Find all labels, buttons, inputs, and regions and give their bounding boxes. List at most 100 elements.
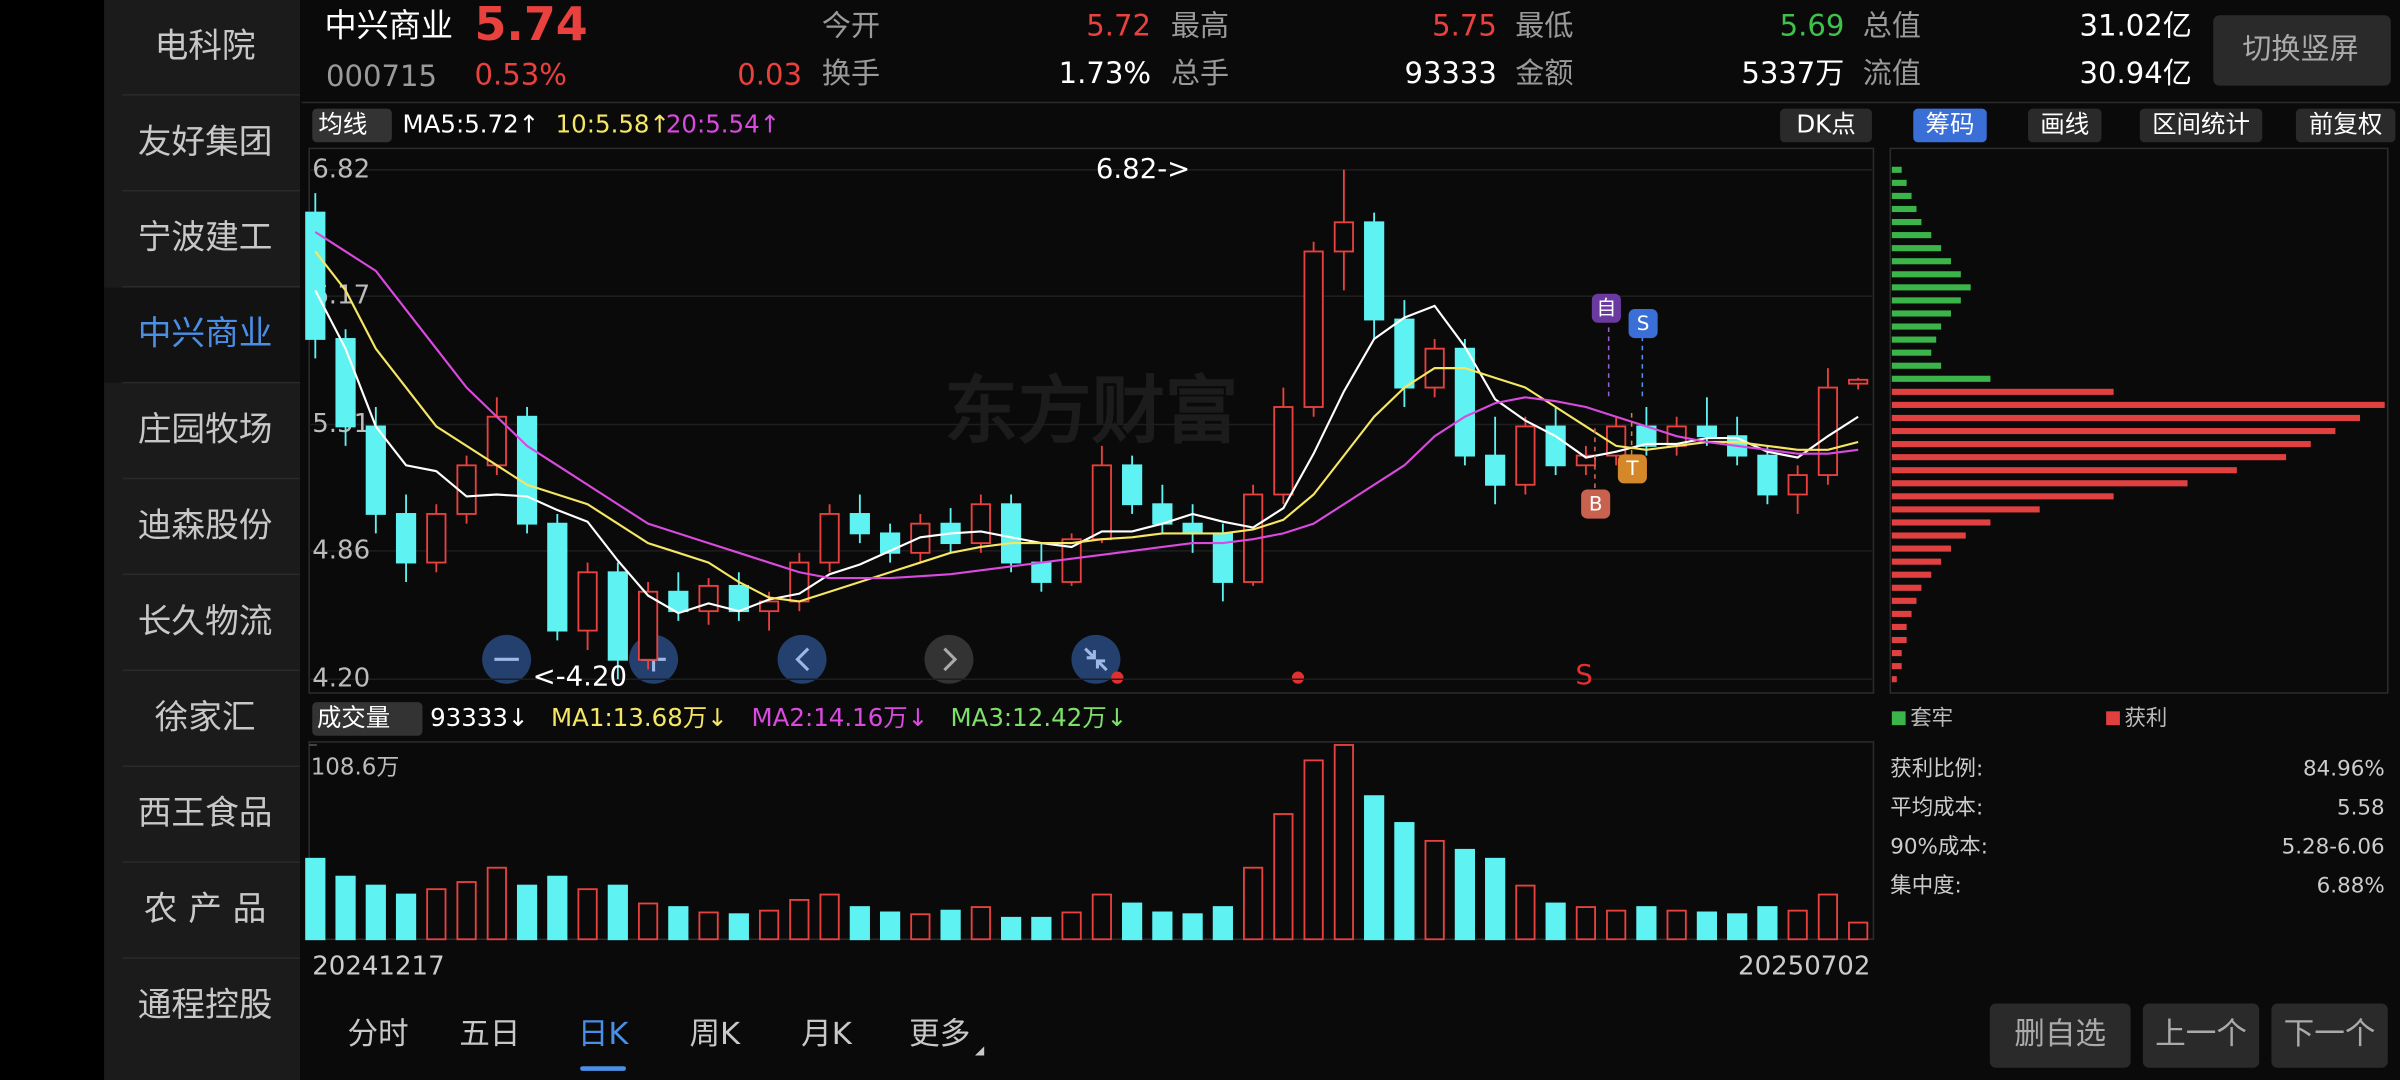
candle-body — [1333, 221, 1354, 253]
chip-bar — [1891, 454, 2287, 461]
chip-bar — [1891, 427, 2336, 435]
chip-frame — [1889, 147, 2389, 694]
volume-bar — [1061, 911, 1082, 941]
chip-bar — [1891, 388, 2114, 395]
bottom-button[interactable] — [2142, 1003, 2260, 1068]
volume-bar — [607, 884, 628, 941]
tab[interactable]: 分时 — [347, 1017, 408, 1052]
change-pct: 0.53% — [474, 57, 566, 91]
sidebar-item[interactable]: 电科院 — [155, 26, 256, 65]
candle-body — [395, 513, 417, 564]
volume-bar — [456, 881, 477, 941]
tool-button[interactable] — [1913, 108, 1987, 143]
tool-button[interactable] — [2139, 108, 2263, 143]
candle-body — [1575, 454, 1596, 467]
sidebar-item[interactable]: 迪森股份 — [138, 506, 273, 545]
stat-value: 6.88% — [2317, 873, 2385, 898]
volume-label: MA3:12.42万↓ — [951, 703, 1128, 732]
next-button[interactable] — [924, 634, 974, 684]
volume-bar — [577, 888, 598, 941]
tool-button[interactable] — [1780, 108, 1872, 143]
tool-button-label[interactable]: 区间统计 — [2152, 109, 2250, 138]
tab[interactable]: 日K — [578, 1017, 630, 1052]
volume-bar — [1757, 906, 1778, 941]
bottom-button-label[interactable]: 下一个 — [2284, 1017, 2376, 1052]
tool-button-label[interactable]: 画线 — [2040, 109, 2089, 138]
signal-badge — [1617, 454, 1647, 484]
tool-button-label[interactable]: DK点 — [1796, 109, 1855, 138]
candle-body — [849, 513, 870, 535]
candle-body — [1001, 503, 1022, 564]
tab[interactable]: 更多 — [909, 1017, 970, 1052]
field-value: 1.73% — [1059, 56, 1151, 90]
chip-bar — [1891, 271, 1961, 278]
tool-button[interactable] — [2295, 108, 2396, 143]
volume-bar — [1636, 906, 1657, 941]
volume-bar — [1001, 916, 1022, 941]
tool-button-label[interactable]: 前复权 — [2309, 109, 2382, 138]
chip-bar — [1891, 166, 1902, 173]
volume-bar — [1666, 909, 1687, 941]
chip-bar — [1891, 232, 1932, 239]
tab[interactable]: 月K — [801, 1017, 853, 1052]
field-value: 5.69 — [1780, 9, 1845, 43]
stock-code: 000715 — [326, 59, 437, 93]
sidebar-item[interactable]: 中兴商业 — [138, 314, 273, 353]
ma-button-label[interactable]: 均线 — [318, 109, 367, 138]
switch-button-label[interactable]: 切换竖屏 — [2242, 31, 2358, 65]
signal-badge — [1591, 293, 1621, 323]
tool-button[interactable] — [2028, 108, 2102, 143]
bottom-button-label[interactable]: 删自选 — [2014, 1017, 2106, 1052]
field-value: 5337万 — [1741, 56, 1844, 90]
sidebar-item[interactable]: 庄园牧场 — [138, 410, 273, 449]
bottom-button[interactable] — [2271, 1003, 2388, 1068]
bottom-button[interactable] — [1989, 1003, 2131, 1068]
ma-button[interactable] — [312, 108, 392, 143]
chip-bar — [1891, 584, 1922, 591]
candle-body — [516, 415, 538, 525]
chip-bar — [1891, 362, 1942, 369]
sidebar-item[interactable]: 宁波建工 — [138, 218, 273, 257]
collapse-button[interactable] — [1071, 634, 1121, 684]
bottom-button-label[interactable]: 上一个 — [2155, 1017, 2247, 1052]
candle-body — [728, 584, 749, 613]
volume-button[interactable] — [312, 702, 423, 736]
chip-bar — [1891, 297, 1961, 304]
sidebar-item[interactable]: 通程控股 — [138, 985, 273, 1024]
prev-button[interactable] — [777, 634, 827, 684]
low-annotation: <-4.20 — [533, 661, 627, 693]
sidebar-item[interactable]: 徐家汇 — [155, 697, 256, 736]
stat-label: 90%成本: — [1890, 834, 1988, 859]
event-dot — [1291, 671, 1305, 684]
candle-body — [1303, 250, 1324, 408]
chip-bar — [1891, 623, 1907, 631]
chip-bar — [1891, 663, 1902, 670]
legend-label: 获利 — [2124, 706, 2167, 731]
candle-body — [335, 338, 356, 428]
switch-button[interactable] — [2213, 15, 2391, 86]
volume-button-label[interactable]: 成交量 — [317, 703, 390, 732]
candle-body — [1364, 221, 1385, 321]
sidebar-item[interactable]: 友好集团 — [138, 122, 273, 161]
candle-body — [1122, 464, 1143, 506]
bottom-signal: S — [1575, 659, 1592, 691]
sidebar-item[interactable]: 农 产 品 — [144, 889, 266, 928]
chip-bar — [1891, 532, 1966, 539]
tab[interactable]: 五日 — [459, 1017, 520, 1052]
field-value: 5.72 — [1086, 9, 1151, 43]
sidebar-item[interactable]: 西王食品 — [138, 793, 273, 832]
sidebar-item[interactable]: 长久物流 — [138, 601, 273, 640]
volume-frame — [308, 741, 1875, 941]
volume-bar — [1817, 893, 1839, 941]
volume-bar — [516, 884, 538, 941]
tab[interactable]: 周K — [689, 1017, 741, 1052]
tool-button-label[interactable]: 筹码 — [1926, 109, 1975, 138]
chip-bar — [1891, 414, 2361, 422]
volume-bar — [1333, 744, 1354, 941]
signal-label: S — [1637, 312, 1650, 335]
chip-bar — [1891, 571, 1932, 578]
chip-bar — [1891, 336, 1937, 343]
signal-label: B — [1589, 492, 1603, 515]
ma-label: MA5:5.72↑ — [403, 109, 540, 138]
field-label: 流值 — [1863, 56, 1921, 90]
